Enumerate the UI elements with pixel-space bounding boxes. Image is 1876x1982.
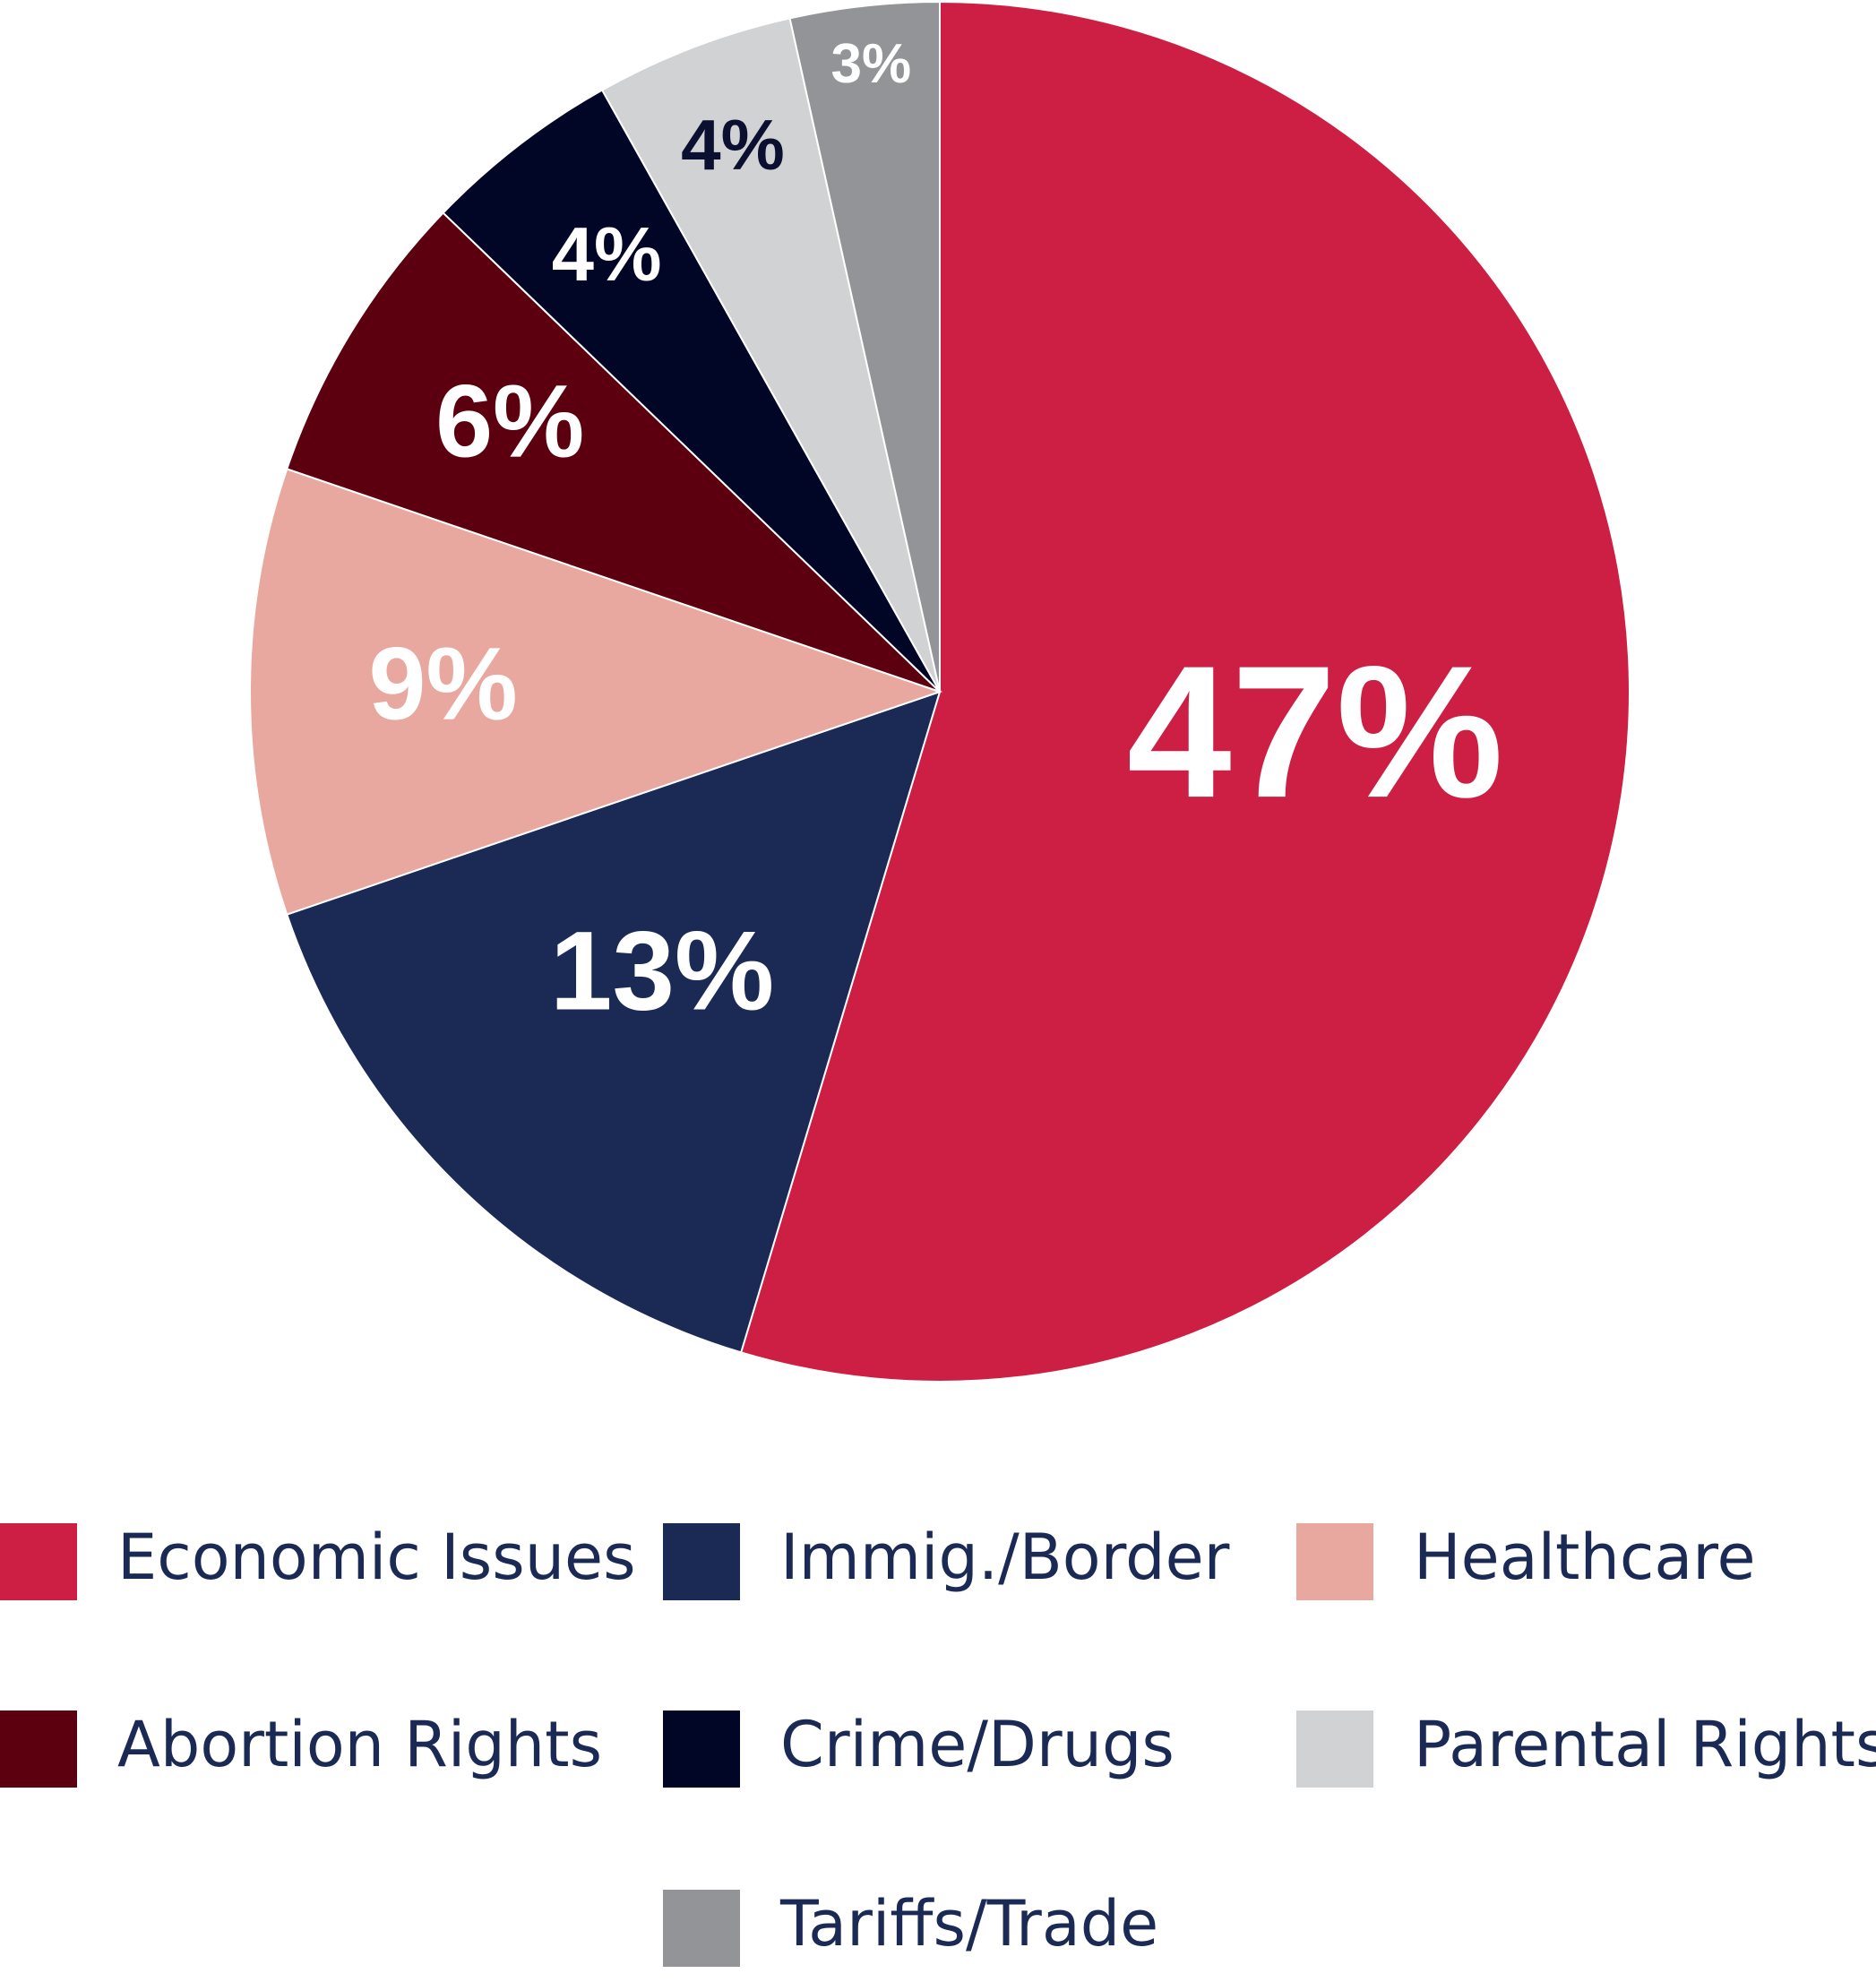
legend-item: Parental Rights bbox=[1296, 1708, 1876, 1788]
pie-slice-economic-issues bbox=[739, 0, 1631, 1383]
legend-label: Abortion Rights bbox=[117, 1708, 602, 1781]
slice-value-label: 9% bbox=[368, 626, 517, 741]
legend-item: Economic Issues bbox=[0, 1521, 636, 1600]
slice-value-label: 6% bbox=[435, 365, 584, 479]
legend-swatch bbox=[663, 1711, 740, 1788]
legend-swatch bbox=[663, 1523, 740, 1600]
pie-slice-crime-drugs bbox=[442, 89, 941, 693]
pie-slice-healthcare bbox=[248, 468, 943, 916]
pie-slice-tariffs-trade bbox=[788, 0, 941, 693]
legend-label: Parental Rights bbox=[1414, 1708, 1876, 1781]
legend-label: Healthcare bbox=[1414, 1521, 1756, 1594]
slice-value-label: 3% bbox=[831, 33, 912, 95]
pie-slices bbox=[248, 0, 1631, 1383]
pie-slice-abortion-rights bbox=[285, 211, 941, 693]
pie-slice-immig-border bbox=[285, 690, 942, 1354]
legend-item: Crime/Drugs bbox=[663, 1708, 1175, 1788]
slice-value-label: 4% bbox=[552, 212, 662, 297]
slice-value-label: 4% bbox=[681, 105, 785, 185]
pie-slice-labels: 47% 13% 9% 6% 4%4% 3% bbox=[368, 33, 1503, 1034]
legend-swatch bbox=[663, 1890, 740, 1967]
slice-value-label: 47% bbox=[1127, 626, 1503, 837]
legend-item: Immig./Border bbox=[663, 1521, 1230, 1600]
slice-value-label: 13% bbox=[550, 909, 774, 1034]
legend-label: Crime/Drugs bbox=[780, 1708, 1175, 1781]
legend: Economic Issues Immig./Border Healthcare Ab… bbox=[0, 1521, 1876, 1967]
legend-swatch bbox=[1296, 1711, 1373, 1788]
legend-label: Tariffs/Trade bbox=[779, 1887, 1158, 1960]
legend-label: Immig./Border bbox=[780, 1521, 1230, 1594]
legend-label: Economic Issues bbox=[117, 1521, 636, 1594]
legend-item: Tariffs/Trade bbox=[663, 1887, 1158, 1967]
legend-swatch bbox=[1296, 1523, 1373, 1600]
pie-slice-parental-rights bbox=[600, 17, 941, 693]
legend-swatch bbox=[0, 1523, 77, 1600]
legend-swatch bbox=[0, 1711, 77, 1788]
legend-item: Abortion Rights bbox=[0, 1708, 602, 1788]
legend-item: Healthcare bbox=[1296, 1521, 1756, 1600]
